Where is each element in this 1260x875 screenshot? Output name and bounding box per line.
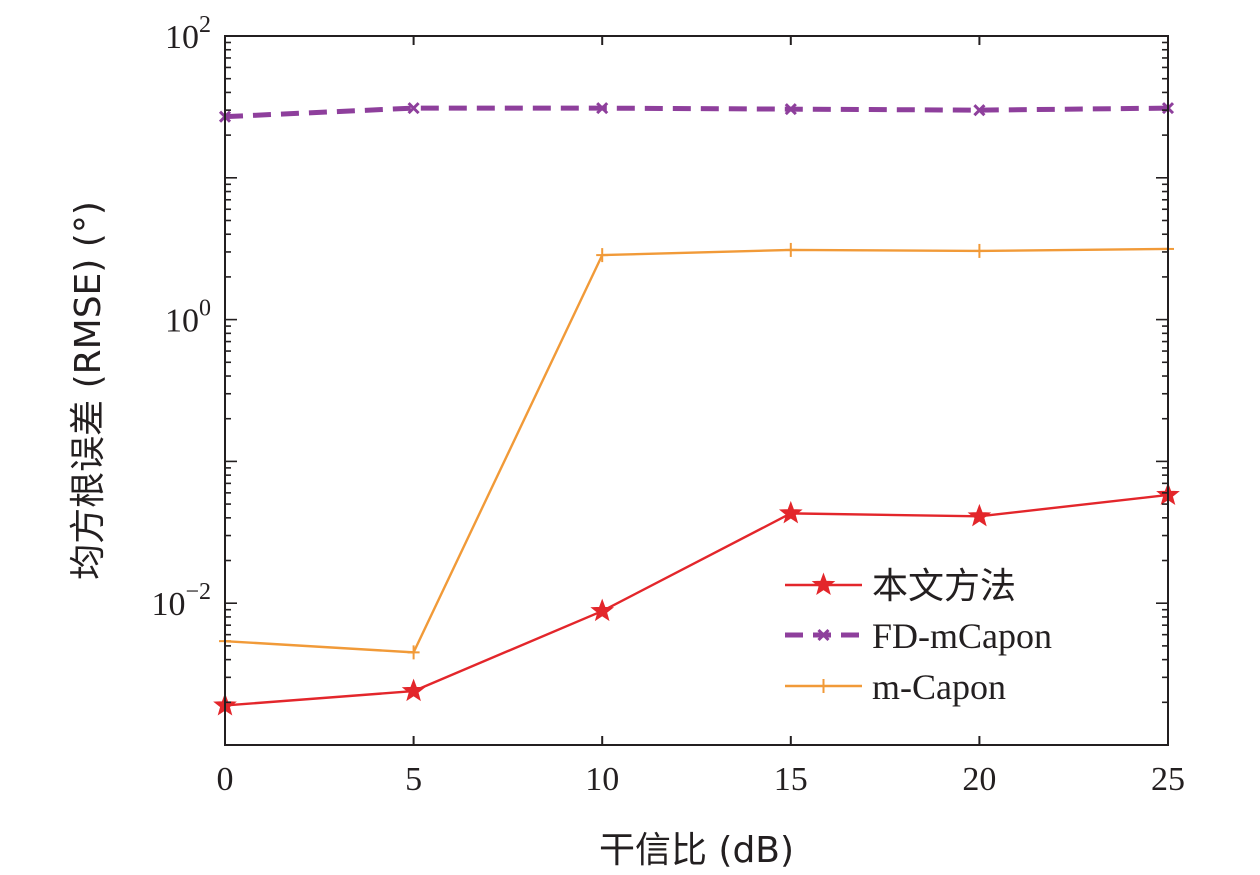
point-fd-mcapon (973, 104, 986, 117)
x-tick-label: 15 (774, 761, 808, 798)
legend-marker-fd-mcapon-stroke (817, 628, 830, 642)
series-ours (213, 482, 1180, 716)
legend: 本文方法 FD-mCapon m-Capon (785, 566, 1052, 707)
legend-marker-fd-mcapon (817, 628, 830, 642)
y-tick-label: 10−2 (151, 579, 211, 623)
series-line-fd-mcapon (224, 105, 1169, 120)
legend-label-m-capon: m-Capon (872, 667, 1006, 707)
point-fd-mcapon-stroke (784, 103, 797, 116)
x-tick-label: 5 (405, 761, 422, 798)
point-m-capon (784, 242, 797, 257)
y-tick-label: 102 (165, 12, 211, 56)
point-fd-mcapon (784, 103, 797, 116)
series-line-m-capon (224, 247, 1169, 654)
point-fd-mcapon (596, 102, 609, 115)
point-fd-mcapon (407, 102, 420, 115)
legend-label-fd-mcapon: FD-mCapon (872, 616, 1052, 656)
point-m-capon (407, 645, 420, 660)
legend-label-ours: 本文方法 (872, 566, 1016, 606)
series-m-capon (219, 241, 1174, 660)
series-line-ours (224, 493, 1169, 707)
x-tick-label: 25 (1151, 761, 1185, 798)
point-fd-mcapon-stroke (407, 102, 420, 115)
y-tick-label: 100 (165, 296, 211, 340)
legend-item-fd-mcapon: FD-mCapon (785, 616, 1052, 656)
point-m-capon (973, 243, 986, 258)
point-fd-mcapon-stroke (596, 102, 609, 115)
point-fd-mcapon-stroke (973, 104, 986, 117)
y-axis-title: 均方根误差 (RMSE) (°) (68, 201, 109, 580)
point-ours (778, 500, 803, 524)
point-m-capon (596, 248, 609, 263)
point-ours (967, 503, 992, 527)
legend-marker-m-capon (817, 679, 830, 693)
x-tick-label: 20 (962, 761, 996, 798)
series-fd-mcapon (218, 102, 1175, 123)
x-axis-title: 干信比 (dB) (599, 830, 794, 871)
point-ours (401, 678, 426, 702)
point-ours (590, 598, 615, 622)
legend-marker-ours (811, 572, 836, 596)
legend-item-m-capon: m-Capon (785, 667, 1006, 707)
ticks-layer: 0 5 10 15 20 25 10−2 100 102 (151, 12, 1185, 798)
x-tick-label: 10 (585, 761, 619, 798)
plot-frame (224, 35, 1169, 746)
legend-item-ours: 本文方法 (785, 566, 1016, 606)
x-tick-label: 0 (217, 761, 234, 798)
